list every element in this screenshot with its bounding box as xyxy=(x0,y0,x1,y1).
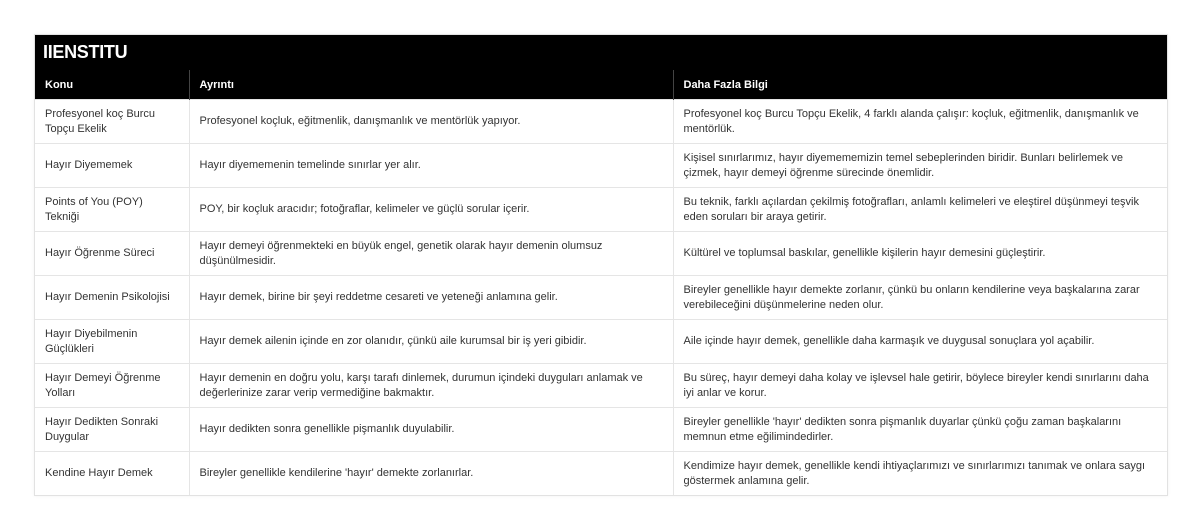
cell-konu: Hayır Öğrenme Süreci xyxy=(35,231,189,276)
table-row: Hayır Demeyi Öğrenme Yolları Hayır demeni… xyxy=(35,363,1167,408)
info-table: Konu Ayrıntı Daha Fazla Bilgi Profesyone… xyxy=(35,70,1167,495)
cell-ayrinti: Bireyler genellikle kendilerine 'hayır' … xyxy=(188,451,673,495)
cell-ayrinti: POY, bir koçluk aracıdır; fotoğraflar, k… xyxy=(188,187,673,232)
column-header-konu: Konu xyxy=(35,70,189,100)
cell-daha-fazla-bilgi: Profesyonel koç Burcu Topçu Ekelik, 4 fa… xyxy=(672,99,1167,144)
table-header-row: Konu Ayrıntı Daha Fazla Bilgi xyxy=(35,70,1167,100)
cell-konu: Profesyonel koç Burcu Topçu Ekelik xyxy=(35,99,189,144)
cell-daha-fazla-bilgi: Bireyler genellikle 'hayır' dedikten son… xyxy=(672,407,1167,452)
cell-daha-fazla-bilgi: Kültürel ve toplumsal baskılar, genellik… xyxy=(672,231,1167,276)
cell-daha-fazla-bilgi: Bu süreç, hayır demeyi daha kolay ve işl… xyxy=(672,363,1167,408)
cell-ayrinti: Hayır demek ailenin içinde en zor olanıd… xyxy=(188,319,673,364)
cell-konu: Hayır Demeyi Öğrenme Yolları xyxy=(35,363,189,408)
cell-konu: Kendine Hayır Demek xyxy=(35,451,189,495)
table-row: Hayır Diyememek Hayır diyememenin temelin… xyxy=(35,143,1167,188)
table-row: Points of You (POY) Tekniği POY, bir koçl… xyxy=(35,187,1167,232)
brand-title: IIENSTITU xyxy=(35,35,1167,70)
cell-ayrinti: Hayır demenin en doğru yolu, karşı taraf… xyxy=(188,363,673,408)
cell-ayrinti: Hayır dedikten sonra genellikle pişmanlı… xyxy=(188,407,673,452)
cell-ayrinti: Profesyonel koçluk, eğitmenlik, danışman… xyxy=(188,99,673,144)
table-row: Profesyonel koç Burcu Topçu Ekelik Profes… xyxy=(35,99,1167,144)
cell-konu: Hayır Diyememek xyxy=(35,143,189,188)
cell-daha-fazla-bilgi: Bu teknik, farklı açılardan çekilmiş fot… xyxy=(672,187,1167,232)
table-row: Kendine Hayır Demek Bireyler genellikle k… xyxy=(35,451,1167,495)
cell-ayrinti: Hayır demek, birine bir şeyi reddetme ce… xyxy=(188,275,673,320)
table-row: Hayır Demenin Psikolojisi Hayır demek, bi… xyxy=(35,275,1167,320)
cell-konu: Hayır Diyebilmenin Güçlükleri xyxy=(35,319,189,364)
table-row: Hayır Dedikten Sonraki Duygular Hayır ded… xyxy=(35,407,1167,452)
cell-konu: Points of You (POY) Tekniği xyxy=(35,187,189,232)
cell-konu: Hayır Demenin Psikolojisi xyxy=(35,275,189,320)
cell-daha-fazla-bilgi: Aile içinde hayır demek, genellikle daha… xyxy=(672,319,1167,364)
cell-konu: Hayır Dedikten Sonraki Duygular xyxy=(35,407,189,452)
table-row: Hayır Öğrenme Süreci Hayır demeyi öğrenme… xyxy=(35,231,1167,276)
cell-daha-fazla-bilgi: Kişisel sınırlarımız, hayır diyemememizi… xyxy=(672,143,1167,188)
info-table-card: IIENSTITU Konu Ayrıntı Daha Fazla Bilgi … xyxy=(34,34,1168,496)
cell-ayrinti: Hayır demeyi öğrenmekteki en büyük engel… xyxy=(188,231,673,276)
table-row: Hayır Diyebilmenin Güçlükleri Hayır demek… xyxy=(35,319,1167,364)
cell-daha-fazla-bilgi: Bireyler genellikle hayır demekte zorlan… xyxy=(672,275,1167,320)
cell-daha-fazla-bilgi: Kendimize hayır demek, genellikle kendi … xyxy=(672,451,1167,495)
column-header-ayrinti: Ayrıntı xyxy=(188,70,673,100)
column-header-daha-fazla-bilgi: Daha Fazla Bilgi xyxy=(672,70,1167,100)
cell-ayrinti: Hayır diyememenin temelinde sınırlar yer… xyxy=(188,143,673,188)
